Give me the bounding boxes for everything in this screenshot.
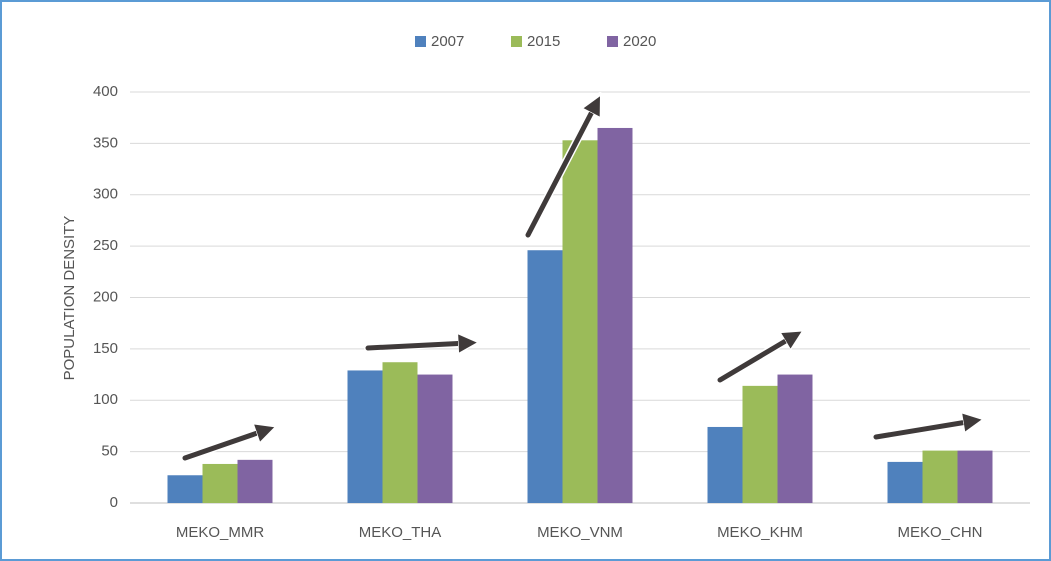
arrow bbox=[525, 104, 596, 238]
legend-label: 2015 bbox=[527, 33, 560, 50]
y-tick-label: 150 bbox=[93, 340, 118, 357]
y-axis-label: POPULATION DENSITY bbox=[61, 216, 78, 381]
bar bbox=[707, 426, 743, 503]
x-tick-label: MEKO_KHM bbox=[717, 524, 803, 541]
legend-swatch bbox=[415, 36, 426, 47]
arrow bbox=[182, 430, 266, 461]
y-tick-label: 100 bbox=[93, 391, 118, 408]
bar bbox=[742, 385, 778, 503]
bar bbox=[922, 450, 958, 503]
bar bbox=[167, 475, 203, 503]
bar bbox=[417, 374, 453, 503]
bar bbox=[957, 450, 993, 503]
y-tick-label: 0 bbox=[110, 494, 118, 511]
y-tick-label: 200 bbox=[93, 288, 118, 305]
plot-area: 0 50 100 150 200 250 300 350 400 MEKO_MMR MEKO_THA… bbox=[93, 33, 1030, 541]
legend-swatch bbox=[607, 36, 618, 47]
y-tick-label: 250 bbox=[93, 237, 118, 254]
legend-label: 2020 bbox=[623, 33, 656, 50]
y-tick-label: 300 bbox=[93, 186, 118, 203]
bar bbox=[237, 459, 273, 503]
x-tick-label: MEKO_MMR bbox=[176, 524, 265, 541]
legend-label: 2007 bbox=[431, 33, 464, 50]
bar bbox=[887, 461, 923, 503]
bar bbox=[382, 362, 418, 503]
x-tick-label: MEKO_CHN bbox=[897, 524, 982, 541]
bar bbox=[597, 127, 633, 504]
bar bbox=[562, 140, 598, 504]
y-tick-label: 400 bbox=[93, 83, 118, 100]
bar bbox=[777, 374, 813, 503]
legend-swatch bbox=[511, 36, 522, 47]
trend-arrows bbox=[181, 92, 980, 462]
x-tick-label: MEKO_THA bbox=[359, 524, 442, 541]
arrow bbox=[873, 421, 973, 440]
arrow bbox=[365, 343, 468, 348]
x-tick-label: MEKO_VNM bbox=[537, 524, 623, 541]
bar bbox=[347, 370, 383, 503]
y-tick-label: 350 bbox=[93, 134, 118, 151]
bar bbox=[527, 250, 563, 503]
bar bbox=[202, 463, 238, 503]
arrow bbox=[717, 336, 794, 383]
y-tick-label: 50 bbox=[101, 443, 118, 460]
